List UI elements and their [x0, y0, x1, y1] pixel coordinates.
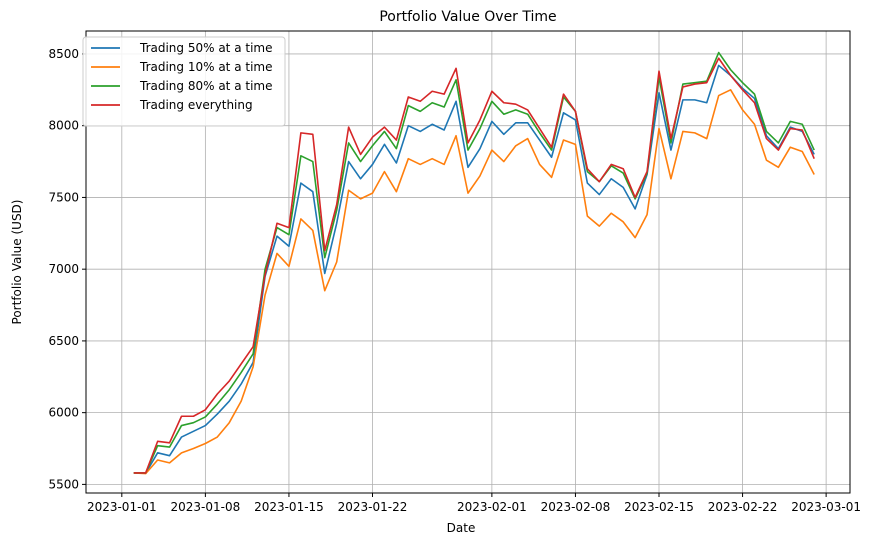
y-tick-label: 6500 [48, 334, 79, 348]
x-tick-label: 2023-01-15 [254, 500, 324, 514]
grid [86, 31, 850, 493]
y-axis-title: Portfolio Value (USD) [10, 200, 24, 325]
series-line-4 [133, 57, 815, 474]
x-tick-label: 2023-01-08 [171, 500, 241, 514]
y-tick-label: 8000 [48, 119, 79, 133]
legend-label-1: Trading 50% at a time [139, 41, 272, 55]
series-lines [133, 51, 815, 475]
legend: Trading 50% at a time Trading 10% at a ti… [82, 36, 286, 127]
y-tick-label: 6000 [48, 406, 79, 420]
y-tick-label: 7000 [48, 262, 79, 276]
legend-label-4: Trading everything [139, 98, 253, 112]
plot-frame [85, 30, 851, 494]
y-tick-label: 8500 [48, 47, 79, 61]
x-tick-label: 2023-02-08 [541, 500, 611, 514]
chart-title: Portfolio Value Over Time [379, 9, 556, 25]
x-axis: 2023-01-01 2023-01-08 2023-01-15 2023-01-22… [87, 493, 861, 514]
y-axis: 5500 6000 6500 7000 7500 8000 8500 [48, 47, 86, 491]
x-tick-label: 2023-01-01 [87, 500, 157, 514]
legend-box [82, 36, 286, 127]
series-line-2 [133, 89, 815, 475]
series-line-1 [133, 64, 815, 475]
y-tick-label: 7500 [48, 190, 79, 204]
x-tick-label: 2023-02-01 [457, 500, 527, 514]
x-tick-label: 2023-01-22 [338, 500, 408, 514]
y-tick-label: 5500 [48, 477, 79, 491]
legend-label-3: Trading 80% at a time [139, 79, 272, 93]
x-tick-label: 2023-03-01 [791, 500, 861, 514]
series-line-3 [133, 51, 815, 474]
x-tick-label: 2023-02-15 [624, 500, 694, 514]
x-tick-label: 2023-02-22 [708, 500, 778, 514]
x-axis-title: Date [447, 521, 476, 535]
legend-label-2: Trading 10% at a time [139, 60, 272, 74]
